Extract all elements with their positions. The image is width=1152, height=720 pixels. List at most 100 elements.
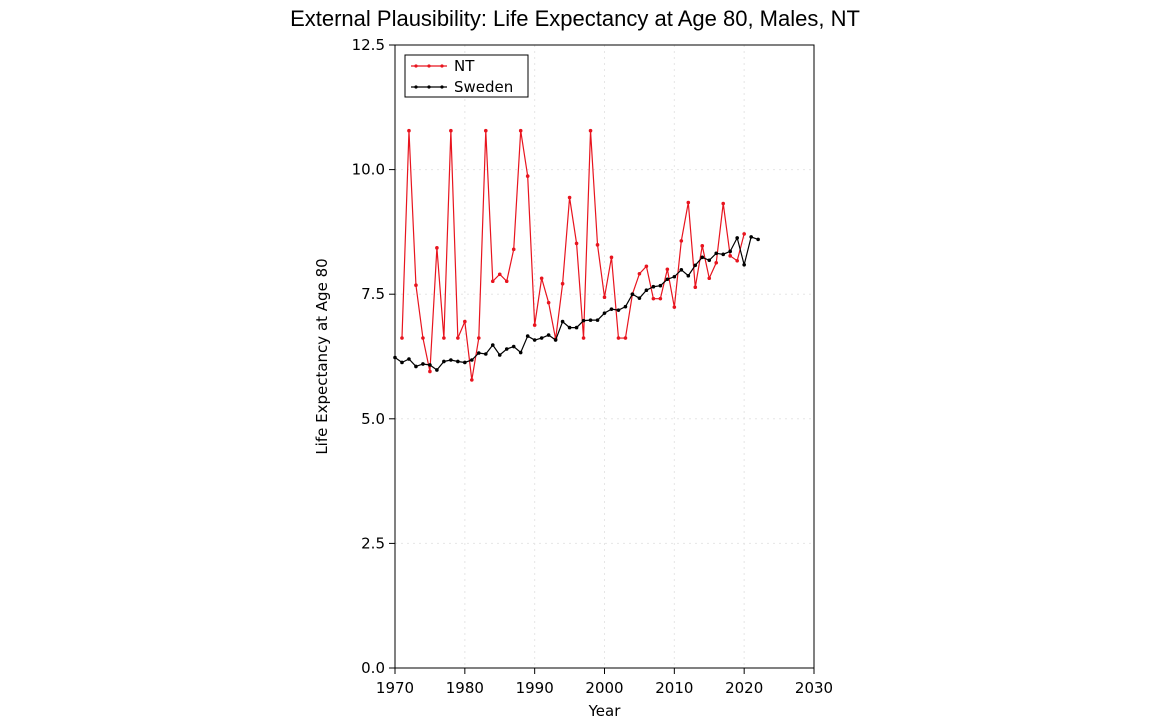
data-point-sweden	[700, 255, 705, 260]
data-point-nt	[574, 241, 579, 246]
data-point-nt	[449, 128, 453, 133]
data-point-nt	[518, 128, 523, 133]
data-point-nt	[525, 174, 530, 178]
data-point-nt	[428, 369, 432, 374]
data-point-nt	[497, 272, 502, 277]
data-point-sweden	[728, 249, 732, 254]
data-point-nt	[511, 247, 516, 252]
data-point-nt	[532, 323, 537, 327]
data-point-sweden	[658, 283, 663, 288]
data-point-sweden	[560, 319, 565, 324]
data-point-sweden	[595, 318, 600, 322]
data-point-nt	[623, 336, 628, 340]
data-point-nt	[581, 336, 586, 340]
legend-marker	[440, 64, 444, 68]
legend-marker	[440, 85, 444, 89]
x-axis-label: Year	[588, 702, 622, 720]
data-point-sweden	[525, 334, 530, 338]
data-point-sweden	[511, 344, 516, 349]
data-point-sweden	[483, 352, 488, 356]
y-tick-label: 5.0	[361, 410, 385, 428]
x-tick-label: 2000	[585, 679, 623, 697]
chart-title: External Plausibility: Life Expectancy a…	[290, 6, 860, 31]
data-point-sweden	[435, 368, 439, 372]
data-point-nt	[602, 295, 607, 299]
data-point-sweden	[456, 359, 460, 364]
series-nt	[400, 128, 746, 382]
series-layer	[393, 128, 760, 382]
data-point-sweden	[497, 353, 502, 357]
data-point-sweden	[574, 325, 579, 330]
legend: NT Sweden	[404, 54, 529, 98]
data-point-nt	[414, 283, 418, 288]
legend-marker	[414, 85, 418, 89]
data-point-sweden	[644, 288, 649, 293]
legend-item-nt: NT	[411, 57, 475, 75]
data-point-sweden	[463, 360, 467, 365]
data-point-sweden	[393, 355, 397, 360]
data-point-nt	[477, 336, 481, 340]
data-point-nt	[616, 336, 621, 340]
data-point-nt	[672, 305, 677, 309]
data-point-nt	[609, 255, 614, 260]
data-point-sweden	[532, 338, 537, 342]
data-point-nt	[560, 281, 565, 286]
x-tick-label: 1970	[376, 679, 414, 697]
legend-marker	[427, 64, 431, 68]
data-point-nt	[421, 336, 425, 340]
legend-label: Sweden	[454, 78, 513, 96]
data-point-sweden	[714, 251, 719, 256]
data-point-sweden	[679, 267, 684, 272]
data-point-sweden	[518, 350, 523, 355]
data-point-nt	[456, 336, 460, 340]
data-point-nt	[442, 336, 446, 340]
legend-marker	[414, 64, 418, 68]
data-point-nt	[679, 239, 684, 243]
y-axis-label: Life Expectancy at Age 80	[313, 258, 331, 454]
x-tick-label: 1980	[446, 679, 484, 697]
data-point-sweden	[707, 258, 712, 263]
data-point-sweden	[553, 338, 558, 342]
series-line-nt	[401, 130, 745, 381]
data-point-nt	[490, 279, 495, 284]
data-point-nt	[470, 378, 474, 382]
data-point-sweden	[581, 318, 586, 323]
y-tick-label: 10.0	[352, 161, 385, 179]
data-point-nt	[407, 128, 411, 133]
data-point-sweden	[616, 308, 621, 312]
x-tick-label: 2010	[655, 679, 693, 697]
data-point-sweden	[490, 343, 495, 347]
data-point-sweden	[539, 336, 544, 340]
data-point-nt	[546, 300, 551, 305]
y-tick-label: 2.5	[361, 534, 385, 552]
data-point-nt	[539, 276, 544, 281]
data-point-nt	[595, 243, 600, 247]
data-point-nt	[665, 267, 670, 272]
data-point-nt	[700, 244, 705, 248]
data-point-sweden	[470, 358, 474, 362]
data-point-sweden	[449, 358, 453, 362]
legend-label: NT	[454, 57, 475, 75]
data-point-sweden	[721, 252, 726, 257]
data-point-sweden	[421, 362, 425, 366]
data-point-sweden	[609, 307, 614, 311]
data-point-nt	[504, 279, 509, 284]
data-point-nt	[742, 232, 746, 236]
data-point-sweden	[567, 325, 572, 330]
y-tick-label: 12.5	[352, 36, 385, 54]
data-point-sweden	[623, 304, 628, 309]
x-tick-label: 2030	[795, 679, 833, 697]
data-point-sweden	[442, 359, 446, 364]
data-point-nt	[463, 319, 467, 324]
data-point-nt	[728, 254, 732, 258]
data-point-sweden	[665, 277, 670, 282]
data-point-nt	[714, 261, 719, 265]
grid	[395, 45, 814, 668]
data-point-sweden	[588, 318, 593, 322]
data-point-nt	[721, 201, 726, 206]
data-point-nt	[435, 246, 439, 250]
legend-box	[404, 54, 529, 98]
data-point-sweden	[651, 284, 656, 289]
data-point-nt	[693, 285, 698, 290]
